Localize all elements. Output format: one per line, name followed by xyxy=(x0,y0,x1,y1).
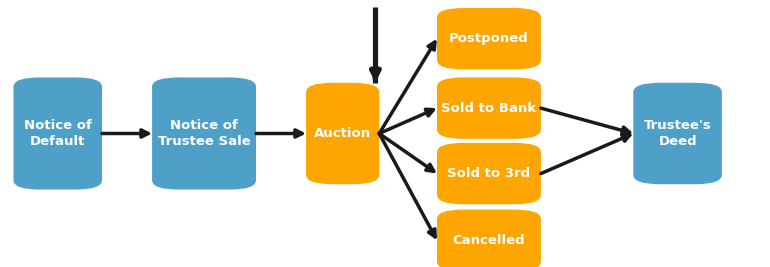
FancyBboxPatch shape xyxy=(437,77,541,139)
Text: Cancelled: Cancelled xyxy=(453,234,525,247)
FancyBboxPatch shape xyxy=(306,83,380,184)
FancyBboxPatch shape xyxy=(437,143,541,204)
Text: Sold to Bank: Sold to Bank xyxy=(441,102,537,115)
FancyBboxPatch shape xyxy=(437,8,541,69)
Text: Notice of
Default: Notice of Default xyxy=(24,119,92,148)
FancyBboxPatch shape xyxy=(152,77,256,190)
FancyBboxPatch shape xyxy=(437,210,541,267)
Text: Auction: Auction xyxy=(314,127,371,140)
FancyBboxPatch shape xyxy=(13,77,102,190)
Text: Postponed: Postponed xyxy=(449,32,529,45)
Text: Trustee's
Deed: Trustee's Deed xyxy=(644,119,711,148)
FancyBboxPatch shape xyxy=(633,83,722,184)
Text: Notice of
Trustee Sale: Notice of Trustee Sale xyxy=(158,119,250,148)
Text: Sold to 3rd: Sold to 3rd xyxy=(447,167,531,180)
